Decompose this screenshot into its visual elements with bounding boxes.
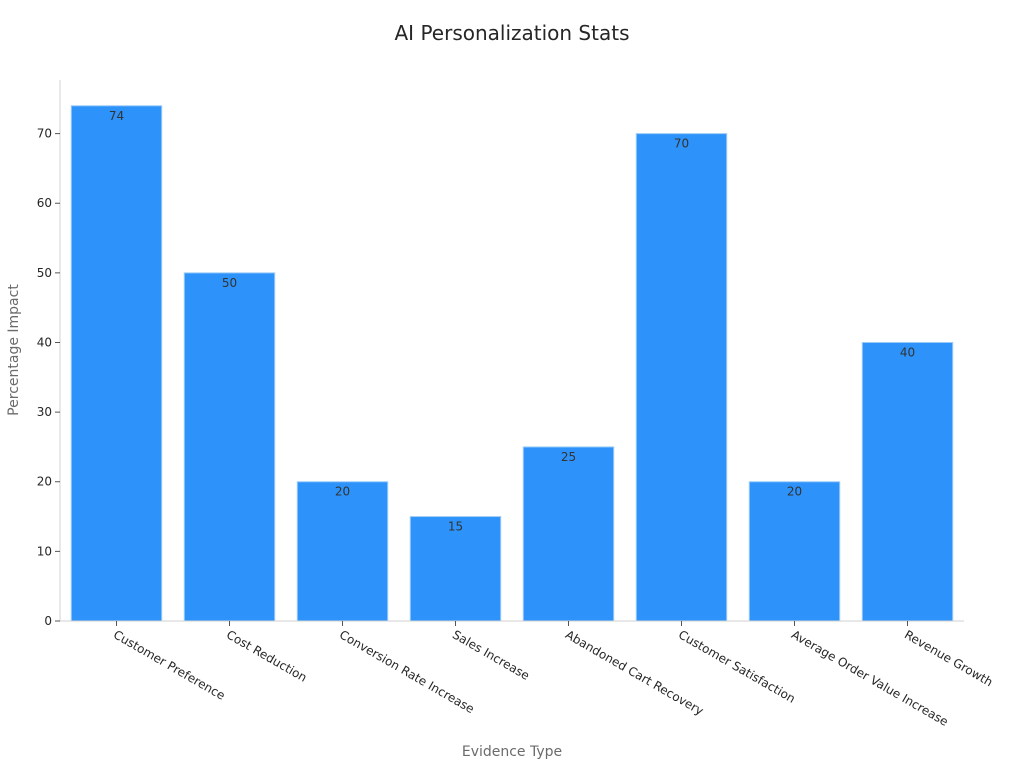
x-tick-label: Sales Increase xyxy=(450,627,532,682)
bar-value-label: 20 xyxy=(335,485,350,499)
x-axis-title: Evidence Type xyxy=(462,744,562,760)
data-labels: 74 50 20 15 25 70 20 40 xyxy=(109,109,915,534)
bar-value-label: 74 xyxy=(109,109,124,123)
x-tick-label: Cost Reduction xyxy=(224,627,309,684)
bar-value-label: 25 xyxy=(561,450,576,464)
bar xyxy=(296,481,389,622)
x-tick-label: Revenue Growth xyxy=(902,627,995,689)
x-tick-label: Customer Preference xyxy=(111,627,227,702)
y-tick-label: 70 xyxy=(37,127,52,141)
bar-value-label: 70 xyxy=(674,137,689,151)
bar xyxy=(861,341,954,622)
y-tick-label: 10 xyxy=(37,544,52,558)
bar xyxy=(70,105,163,622)
bar-value-label: 40 xyxy=(900,345,915,359)
y-tick-label: 20 xyxy=(37,475,52,489)
y-tick-label: 60 xyxy=(37,196,52,210)
bar-value-label: 20 xyxy=(787,485,802,499)
y-tick-label: 0 xyxy=(44,614,52,628)
bars xyxy=(70,105,954,622)
chart-title: AI Personalization Stats xyxy=(395,21,630,45)
bar xyxy=(522,446,615,622)
bar xyxy=(635,133,728,622)
bar xyxy=(748,481,841,622)
x-tick-label: Customer Satisfaction xyxy=(676,627,798,705)
bar-value-label: 50 xyxy=(222,276,237,290)
bar xyxy=(409,516,502,622)
bar xyxy=(183,272,276,622)
bar-value-label: 15 xyxy=(448,520,463,534)
y-tick-label: 50 xyxy=(37,266,52,280)
y-tick-label: 30 xyxy=(37,405,52,419)
y-tick-label: 40 xyxy=(37,335,52,349)
y-axis: 0 10 20 30 40 50 60 70 xyxy=(37,80,61,628)
y-axis-title: Percentage Impact xyxy=(6,284,22,416)
